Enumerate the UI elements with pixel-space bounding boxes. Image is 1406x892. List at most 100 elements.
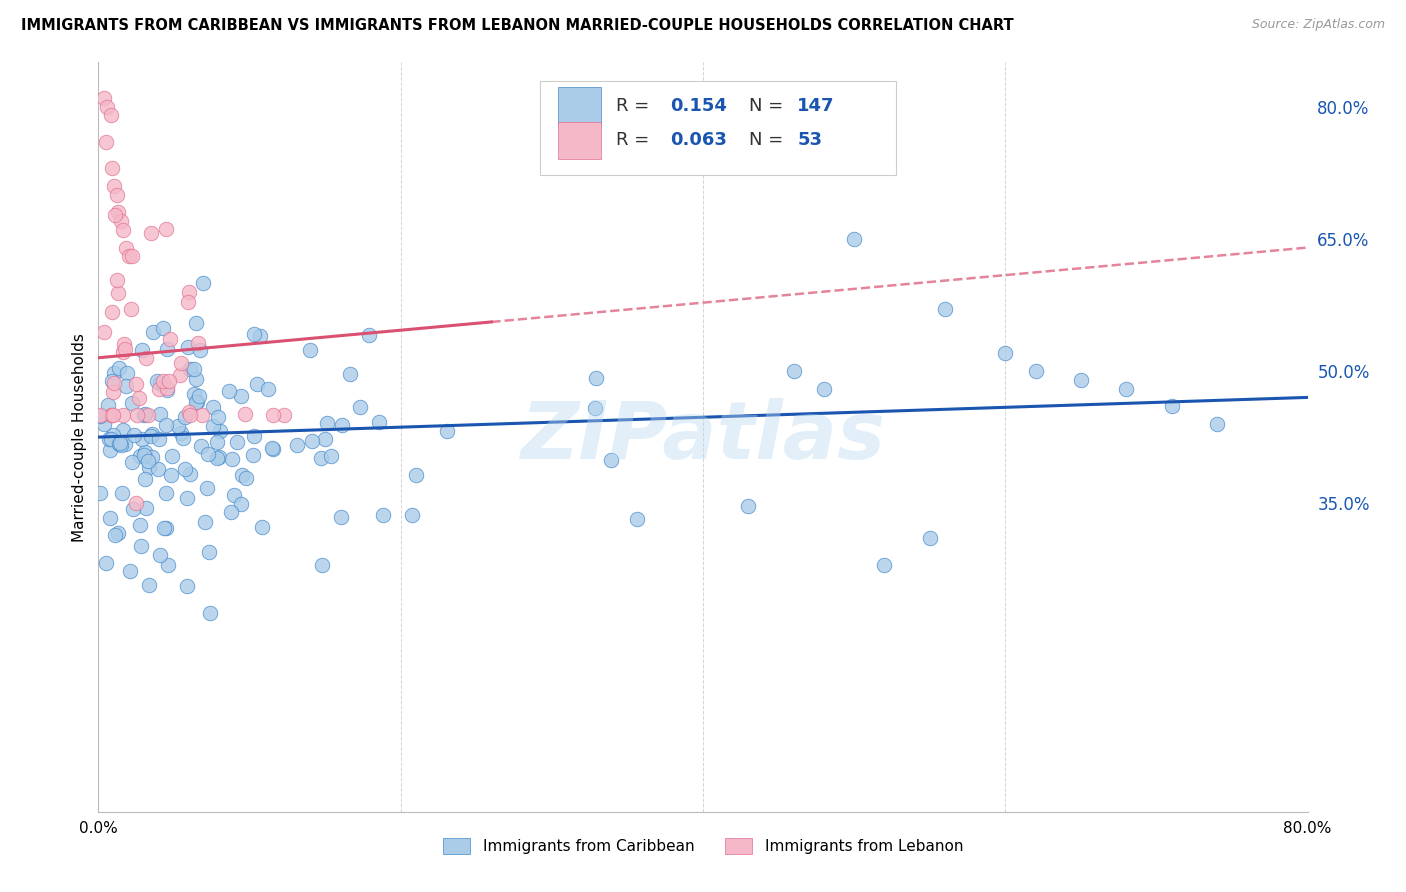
Point — [132, 408, 155, 422]
Point — [311, 450, 333, 465]
Text: 0.063: 0.063 — [671, 131, 727, 149]
Point — [368, 415, 391, 429]
Point — [167, 418, 190, 433]
Point — [179, 467, 201, 481]
Point — [262, 408, 284, 422]
Point — [243, 326, 266, 341]
Point — [118, 249, 141, 263]
Point — [98, 443, 121, 458]
Text: IMMIGRANTS FROM CARIBBEAN VS IMMIGRANTS FROM LEBANON MARRIED-COUPLE HOUSEHOLDS C: IMMIGRANTS FROM CARIBBEAN VS IMMIGRANTS … — [21, 18, 1014, 33]
Point — [94, 556, 117, 570]
Point — [103, 366, 125, 380]
Point — [134, 445, 156, 459]
Point — [179, 362, 201, 376]
Point — [339, 367, 361, 381]
Point — [235, 407, 257, 421]
Point — [97, 398, 120, 412]
Point — [330, 509, 353, 524]
Point — [89, 486, 111, 500]
Point — [207, 410, 229, 425]
Point — [101, 161, 124, 176]
Text: ZIPatlas: ZIPatlas — [520, 398, 886, 476]
Point — [194, 515, 217, 529]
Point — [195, 481, 218, 495]
Point — [146, 462, 169, 476]
Point — [311, 558, 333, 572]
Point — [170, 356, 193, 370]
Point — [104, 527, 127, 541]
Point — [142, 325, 165, 339]
Point — [301, 434, 323, 449]
Legend: Immigrants from Caribbean, Immigrants from Lebanon: Immigrants from Caribbean, Immigrants fr… — [437, 832, 969, 860]
Point — [129, 518, 152, 533]
Point — [111, 423, 134, 437]
Point — [96, 99, 118, 113]
Point — [139, 227, 162, 241]
Point — [131, 432, 153, 446]
Point — [94, 135, 117, 149]
Point — [124, 427, 146, 442]
Point — [134, 407, 156, 421]
Point — [1024, 364, 1046, 378]
Point — [170, 425, 193, 440]
Point — [104, 208, 127, 222]
Point — [1160, 399, 1182, 413]
Point — [155, 521, 177, 535]
Point — [108, 436, 131, 450]
Point — [152, 374, 174, 388]
Point — [100, 408, 122, 422]
Point — [97, 433, 120, 447]
Point — [118, 564, 141, 578]
Text: R =: R = — [616, 131, 655, 149]
Point — [190, 439, 212, 453]
Point — [205, 435, 228, 450]
Point — [107, 205, 129, 219]
FancyBboxPatch shape — [558, 121, 602, 159]
Point — [135, 500, 157, 515]
Point — [138, 454, 160, 468]
Point — [100, 108, 122, 122]
Point — [107, 286, 129, 301]
Point — [314, 432, 336, 446]
Point — [114, 342, 136, 356]
Point — [169, 368, 191, 383]
Text: N =: N = — [749, 97, 789, 115]
Point — [149, 408, 172, 422]
Point — [405, 468, 427, 483]
Point — [125, 377, 148, 392]
Point — [128, 391, 150, 405]
Point — [129, 449, 152, 463]
Point — [208, 450, 231, 465]
Point — [93, 417, 115, 432]
Point — [121, 396, 143, 410]
Point — [813, 382, 835, 396]
Point — [198, 545, 221, 559]
Point — [235, 471, 257, 485]
Point — [202, 419, 225, 434]
Point — [246, 376, 269, 391]
Point — [93, 325, 115, 339]
Point — [156, 381, 179, 395]
Point — [737, 499, 759, 513]
Point — [184, 395, 207, 409]
Point — [599, 452, 621, 467]
Point — [186, 395, 208, 409]
Point — [111, 223, 134, 237]
Point — [121, 301, 143, 316]
Point — [224, 488, 246, 502]
Point — [159, 332, 181, 346]
Point — [107, 360, 129, 375]
Point — [436, 424, 458, 438]
Point — [197, 447, 219, 461]
Text: R =: R = — [616, 97, 655, 115]
Text: 0.154: 0.154 — [671, 97, 727, 115]
Point — [174, 409, 197, 424]
Point — [179, 408, 201, 422]
Point — [149, 548, 172, 562]
Point — [187, 389, 209, 403]
Point — [110, 438, 132, 452]
Point — [103, 178, 125, 193]
Point — [148, 382, 170, 396]
Point — [103, 376, 125, 390]
FancyBboxPatch shape — [540, 81, 897, 175]
